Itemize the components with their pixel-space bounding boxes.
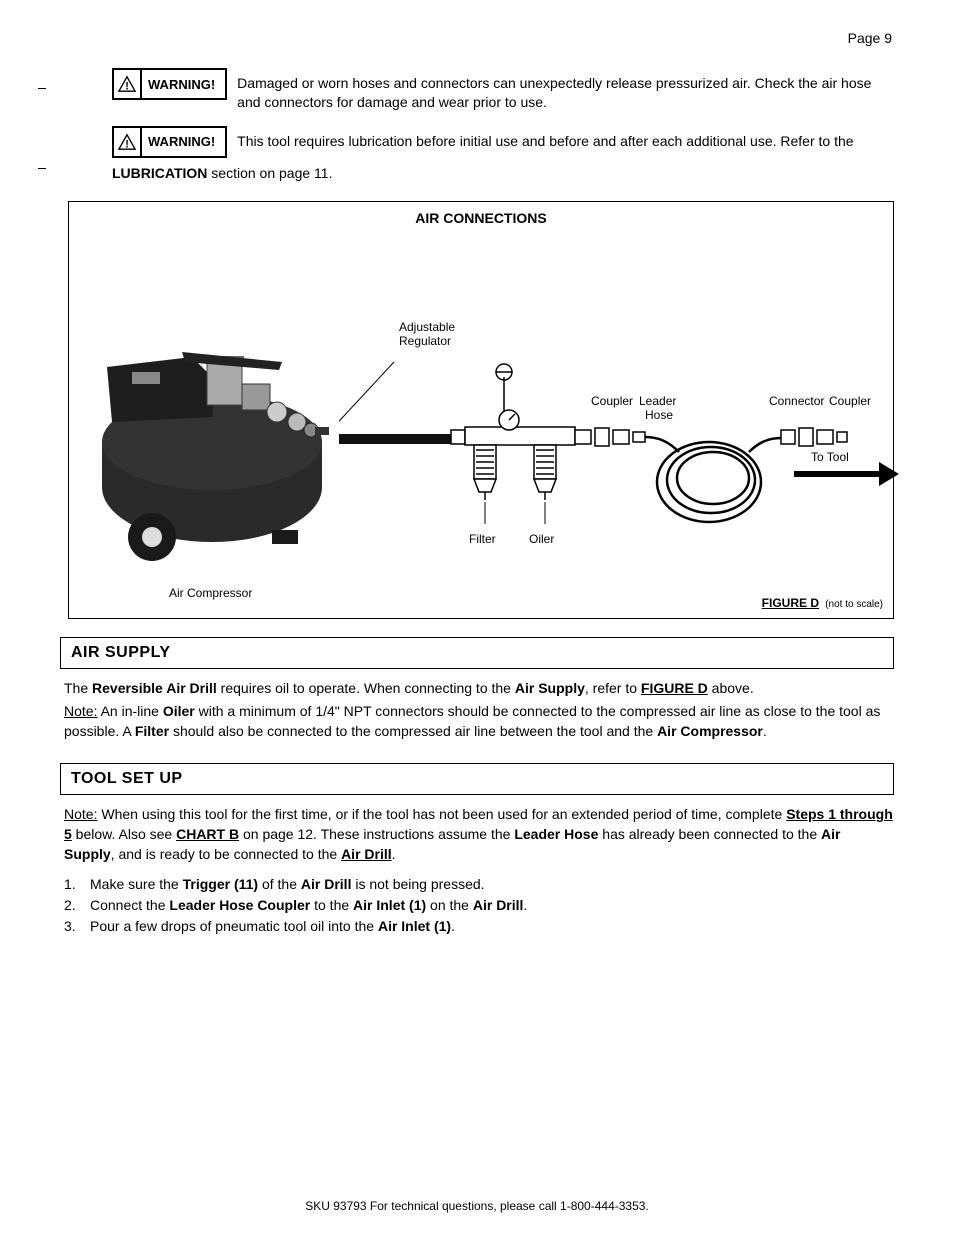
tool-setup-header: TOOL SET UP <box>60 763 894 795</box>
page-number-top: Page 9 <box>848 30 892 46</box>
t: , and is ready to be connected to the <box>111 846 341 862</box>
t: is not being pressed. <box>351 876 484 892</box>
warning-1: ! WARNING! Damaged or worn hoses and con… <box>60 68 894 112</box>
warning-triangle-icon: ! <box>114 128 142 156</box>
compressor-label: Air Compressor <box>169 586 252 600</box>
warning-2-continue: LUBRICATION section on page 11. <box>112 164 894 183</box>
warning-box: ! WARNING! <box>112 126 227 158</box>
svg-text:!: ! <box>125 80 129 92</box>
t: Oiler <box>163 703 195 719</box>
tool-setup-note: Note: When using this tool for the first… <box>64 805 894 864</box>
leader-hose-label-2: Hose <box>645 408 673 422</box>
coupler-label-1: Coupler <box>591 394 633 408</box>
step-3-num: 3. <box>64 916 90 937</box>
t: FIGURE D <box>641 680 708 696</box>
t: Air Drill <box>341 846 392 862</box>
warning-2: ! WARNING! This tool requires lubricatio… <box>60 126 894 158</box>
regulator-label-2: Regulator <box>399 334 451 348</box>
svg-text:!: ! <box>125 138 129 150</box>
figure-caption: FIGURE D <box>762 596 819 610</box>
filter-label: Filter <box>469 532 496 546</box>
figure-title: AIR CONNECTIONS <box>69 210 893 226</box>
coupler-label-2: Coupler <box>829 394 871 408</box>
t: Leader Hose <box>514 826 598 842</box>
warning-triangle-icon: ! <box>114 70 142 98</box>
step-1-num: 1. <box>64 874 90 895</box>
warning-label: WARNING! <box>148 77 215 92</box>
air-line-diagram <box>339 312 899 572</box>
t: Reversible Air Drill <box>92 680 217 696</box>
t: . <box>451 918 455 934</box>
t: Air Inlet (1) <box>353 897 426 913</box>
t: to the <box>310 897 353 913</box>
t: When using this tool for the first time,… <box>97 806 786 822</box>
t: The <box>64 680 92 696</box>
compressor-illustration <box>87 312 347 562</box>
warning-2-ref: LUBRICATION <box>112 165 207 181</box>
t: on page 12. These instructions assume th… <box>239 826 514 842</box>
margin-dash <box>38 168 46 169</box>
step-3-text: Pour a few drops of pneumatic tool oil i… <box>90 916 894 937</box>
t: . <box>392 846 396 862</box>
t: has already been connected to the <box>598 826 821 842</box>
t: Air Supply <box>515 680 585 696</box>
t: . <box>763 723 767 739</box>
t: , refer to <box>585 680 641 696</box>
t: Trigger (11) <box>183 876 258 892</box>
oiler-label: Oiler <box>529 532 554 546</box>
t: of the <box>258 876 301 892</box>
t: Filter <box>135 723 169 739</box>
t: requires oil to operate. When connecting… <box>217 680 515 696</box>
t: above. <box>708 680 754 696</box>
t: Air Drill <box>301 876 352 892</box>
t: Note: <box>64 703 97 719</box>
t: . <box>523 897 527 913</box>
step-2-num: 2. <box>64 895 90 916</box>
regulator-label-1: Adjustable <box>399 320 455 334</box>
step-3: 3. Pour a few drops of pneumatic tool oi… <box>64 916 894 937</box>
t: Connect the <box>90 897 169 913</box>
t: An in-line <box>97 703 162 719</box>
t: Leader Hose Coupler <box>169 897 310 913</box>
leader-hose-label-1: Leader <box>639 394 676 408</box>
air-supply-header: AIR SUPPLY <box>60 637 894 669</box>
warning-1-text: Damaged or worn hoses and connectors can… <box>237 68 894 112</box>
t: Note: <box>64 806 97 822</box>
margin-dash <box>38 88 46 89</box>
warning-label: WARNING! <box>148 134 215 149</box>
t: Air Drill <box>473 897 524 913</box>
air-supply-p1: The Reversible Air Drill requires oil to… <box>64 679 894 699</box>
t: on the <box>426 897 473 913</box>
t: Make sure the <box>90 876 183 892</box>
t: CHART B <box>176 826 239 842</box>
step-1: 1. Make sure the Trigger (11) of the Air… <box>64 874 894 895</box>
warning-2-text-a: This tool requires lubrication before in… <box>237 133 853 149</box>
connector-label: Connector <box>769 394 824 408</box>
step-2-text: Connect the Leader Hose Coupler to the A… <box>90 895 894 916</box>
t: below. Also see <box>72 826 176 842</box>
page-footer: SKU 93793 For technical questions, pleas… <box>0 1199 954 1213</box>
t: should also be connected to the compress… <box>169 723 657 739</box>
warning-2-text-b: section on page 11. <box>207 165 332 181</box>
t: Air Compressor <box>657 723 763 739</box>
figure-d-box: AIR CONNECTIONS <box>68 201 894 619</box>
t: Pour a few drops of pneumatic tool oil i… <box>90 918 378 934</box>
warning-box: ! WARNING! <box>112 68 227 100</box>
t: Air Inlet (1) <box>378 918 451 934</box>
to-tool-label: To Tool <box>811 450 849 464</box>
air-supply-p2: Note: An in-line Oiler with a minimum of… <box>64 702 894 741</box>
step-1-text: Make sure the Trigger (11) of the Air Dr… <box>90 874 894 895</box>
step-2: 2. Connect the Leader Hose Coupler to th… <box>64 895 894 916</box>
warning-2-text: This tool requires lubrication before in… <box>237 126 894 151</box>
figure-note: (not to scale) <box>825 599 883 610</box>
